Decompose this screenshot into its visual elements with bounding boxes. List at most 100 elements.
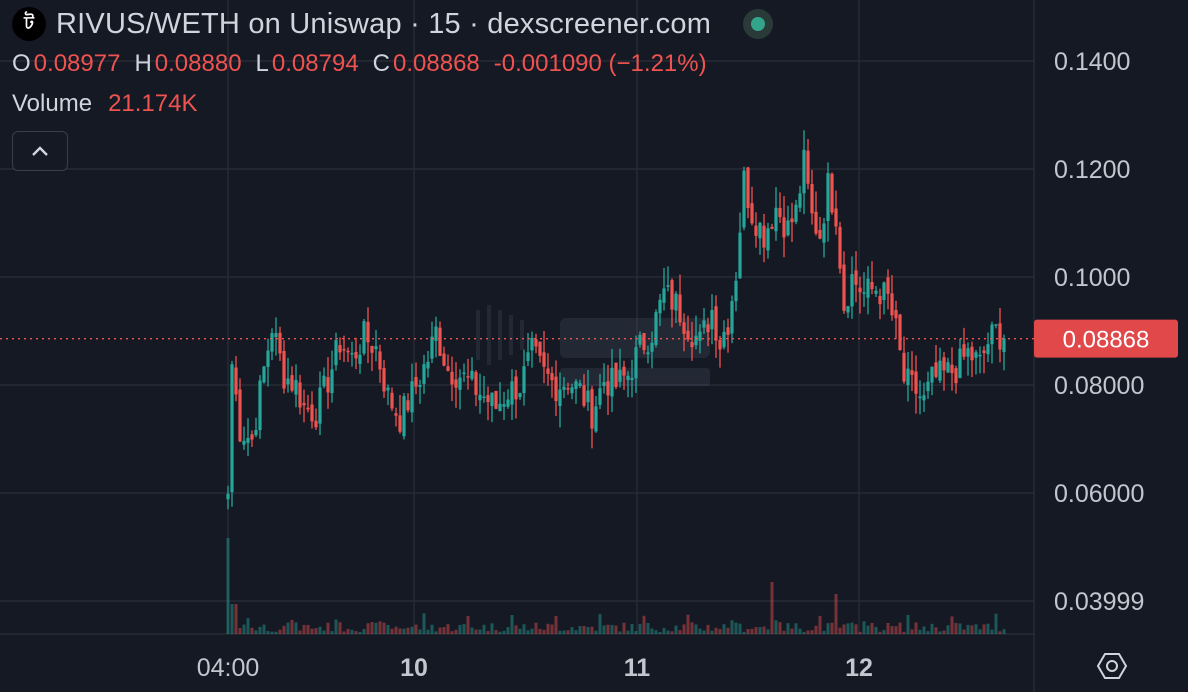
candle-body: [510, 381, 514, 405]
candle-body: [898, 314, 902, 351]
volume-bar: [302, 624, 306, 634]
candle-body: [514, 376, 518, 400]
volume-bar: [514, 625, 518, 634]
volume-bar: [958, 623, 962, 634]
volume-bar: [498, 631, 502, 634]
candle-body: [826, 173, 830, 221]
volume-bar: [746, 629, 750, 634]
candle-body: [318, 387, 322, 424]
volume-bar: [930, 623, 934, 634]
volume-bar: [970, 625, 974, 634]
candle-body: [770, 226, 774, 229]
volume-bar: [326, 622, 330, 634]
candle-body: [402, 396, 406, 437]
volume-bar: [310, 628, 314, 634]
candle-body: [690, 342, 694, 348]
candle-body: [610, 367, 614, 397]
candle-body: [554, 376, 558, 402]
candle-body: [262, 366, 266, 383]
candle-body: [626, 375, 630, 380]
candle-body: [958, 348, 962, 378]
volume-bar: [238, 628, 242, 634]
volume-bar: [774, 620, 778, 634]
candle-body: [694, 335, 698, 346]
volume-bar: [762, 626, 766, 634]
volume-bar: [1002, 629, 1006, 634]
volume-bar: [410, 626, 414, 634]
candle-body: [310, 404, 314, 422]
candle-body: [314, 420, 318, 428]
candle-body: [598, 388, 602, 405]
volume-bar: [370, 622, 374, 634]
candle-body: [442, 353, 446, 366]
volume-bar: [974, 624, 978, 634]
candle-body: [738, 232, 742, 279]
candle-body: [762, 225, 766, 248]
candle-body: [742, 170, 746, 228]
candle-body: [478, 394, 482, 401]
volume-bar: [662, 627, 666, 634]
volume-bar: [558, 630, 562, 634]
candle-body: [902, 352, 906, 382]
volume-bar: [422, 613, 426, 634]
candle-body: [450, 371, 454, 385]
candle-body: [474, 372, 478, 395]
candle-body: [890, 293, 894, 316]
close-value: 0.08868: [393, 50, 480, 77]
candle-body: [670, 280, 674, 310]
volume-bar: [582, 625, 586, 634]
candle-body: [330, 369, 334, 394]
volume-bar: [886, 622, 890, 634]
candle-body: [930, 366, 934, 383]
candle-body: [446, 366, 450, 371]
candle-body: [562, 386, 566, 390]
candle-body: [270, 333, 274, 352]
volume-bar: [298, 630, 302, 634]
candle-body: [302, 402, 306, 406]
volume-bar: [506, 627, 510, 634]
volume-bar: [542, 629, 546, 634]
volume-bar: [522, 624, 526, 634]
volume-bar: [462, 624, 466, 634]
candle-body: [774, 207, 778, 232]
volume-bar: [802, 631, 806, 634]
candle-body: [746, 167, 750, 209]
collapse-legend-button[interactable]: [12, 131, 68, 171]
volume-bar: [626, 630, 630, 634]
candle-body: [758, 222, 762, 239]
candle-body: [386, 387, 390, 391]
volume-bar: [786, 623, 790, 634]
candle-body: [374, 346, 378, 350]
volume-bar: [698, 628, 702, 634]
volume-bar: [606, 624, 610, 634]
volume-bar: [526, 630, 530, 634]
chart-settings-button[interactable]: [1094, 648, 1130, 684]
candle-body: [706, 324, 710, 333]
volume-bar: [962, 629, 966, 634]
candle-body: [942, 357, 946, 371]
candle-body: [378, 351, 382, 370]
candle-body: [722, 331, 726, 348]
volume-bar: [782, 630, 786, 634]
volume-bar: [682, 624, 686, 634]
candle-body: [702, 320, 706, 328]
volume-bar: [594, 630, 598, 634]
candle-body: [498, 403, 502, 412]
candle-body: [526, 352, 530, 362]
volume-bar: [590, 626, 594, 634]
candle-body: [542, 352, 546, 367]
candle-body: [990, 324, 994, 345]
candle-body: [390, 392, 394, 409]
volume-bar: [634, 631, 638, 634]
volume-bar: [982, 624, 986, 634]
volume-bar: [934, 627, 938, 634]
candle-body: [246, 437, 250, 443]
volume-bar: [706, 624, 710, 634]
candle-body: [586, 390, 590, 403]
chevron-up-icon: [32, 146, 48, 156]
volume-bar: [426, 629, 430, 634]
volume-bar: [246, 618, 250, 634]
candle-body: [506, 399, 510, 407]
volume-bar: [734, 622, 738, 634]
